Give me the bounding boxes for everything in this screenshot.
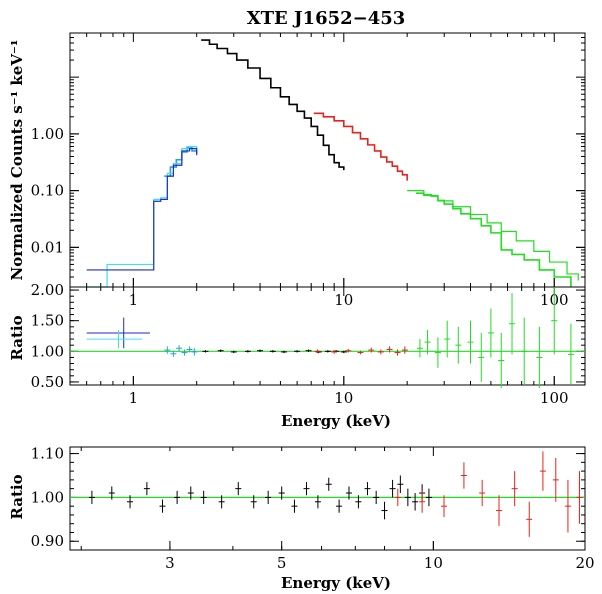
x-tick-label: 20 xyxy=(575,554,594,572)
y-tick-label: 0.90 xyxy=(31,532,64,550)
chart-title: XTE J1652−453 xyxy=(247,8,406,29)
y-tick-label: 1.00 xyxy=(31,342,64,360)
y-tick-label: 1.00 xyxy=(31,488,64,506)
ratio-zoom-y-axis-label: Ratio xyxy=(8,474,26,519)
y-tick-label: 2.00 xyxy=(31,281,64,299)
series-line-3 xyxy=(164,146,198,177)
x-tick-label: 10 xyxy=(334,291,353,309)
x-tick-label: 3 xyxy=(165,554,175,572)
x-tick-label: 100 xyxy=(540,389,569,407)
y-tick-label: 1.50 xyxy=(31,312,64,330)
y-tick-label: 1.00 xyxy=(31,125,64,143)
ratio-full-x-axis-label: Energy (keV) xyxy=(281,412,391,430)
x-tick-label: 1 xyxy=(129,389,139,407)
series-line-2 xyxy=(415,192,572,287)
x-tick-label: 10 xyxy=(424,554,443,572)
ratio-zoom-x-axis-label: Energy (keV) xyxy=(281,574,391,592)
series-line-4 xyxy=(86,145,198,288)
spectrum-y-axis-label: Normalized Counts s⁻¹ keV⁻¹ xyxy=(8,40,26,281)
y-tick-label: 1.10 xyxy=(31,445,64,463)
x-tick-label: 1 xyxy=(129,291,139,309)
plot-frame xyxy=(69,446,586,551)
ratio-zoom-panel: 3 5 10 20 0.90 1.00 1.10 xyxy=(31,445,595,572)
plot-frame xyxy=(69,286,586,386)
series-line-5 xyxy=(86,148,198,271)
x-tick-label: 5 xyxy=(277,554,287,572)
series-line-0 xyxy=(201,39,345,171)
ratio-full-y-axis-label: Ratio xyxy=(8,315,26,360)
series-line-6 xyxy=(407,190,579,281)
y-tick-label: 0.50 xyxy=(31,373,64,391)
plot-frame xyxy=(69,32,586,288)
y-tick-label: 0.10 xyxy=(31,182,64,200)
x-tick-label: 10 xyxy=(334,389,353,407)
y-tick-label: 0.01 xyxy=(31,238,64,256)
series-line-1 xyxy=(313,112,408,181)
ratio-full-panel: 1 10 100 0.50 1.00 1.50 2.00 xyxy=(31,281,586,407)
